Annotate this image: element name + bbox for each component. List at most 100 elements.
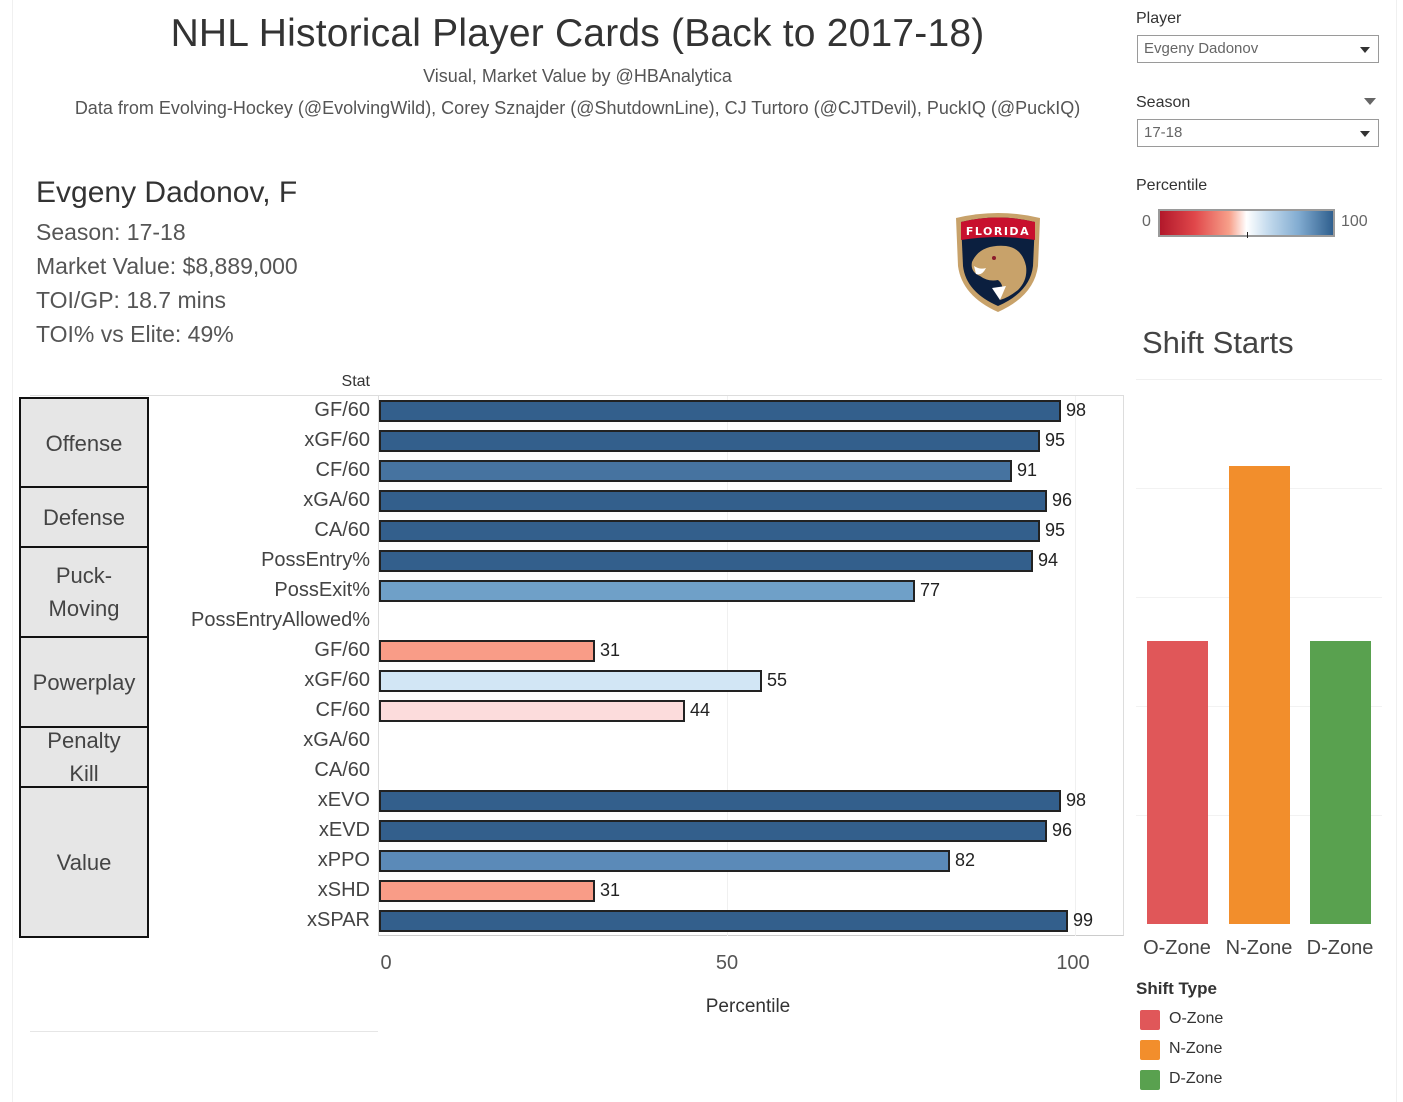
stat-label: xGA/60 <box>303 489 370 511</box>
player-name: Evgeny Dadonov, F <box>36 176 298 209</box>
category-label: Defense <box>43 504 125 530</box>
percentile-legend-min: 0 <box>1142 213 1151 230</box>
percentile-plot-area <box>378 395 1124 936</box>
shift-starts-plot-area <box>1136 379 1382 926</box>
legend-swatch <box>1140 1070 1160 1090</box>
stat-label: xGA/60 <box>303 729 370 751</box>
stat-bar[interactable] <box>379 880 595 902</box>
stat-bar[interactable] <box>379 520 1040 542</box>
stat-value-label: 98 <box>1066 400 1087 420</box>
gridline-100 <box>1075 396 1076 936</box>
category-label: Penalty Kill <box>47 728 121 786</box>
stat-label: xEVO <box>317 789 370 811</box>
category-label: Powerplay <box>32 669 136 695</box>
stat-label: xEVD <box>318 819 370 841</box>
player-market-value: Market Value: $8,889,000 <box>36 253 298 279</box>
player-select-value: Evgeny Dadonov <box>1144 40 1259 57</box>
stat-value-label: 82 <box>955 850 976 870</box>
stat-value-label: 91 <box>1017 460 1038 480</box>
category-box: Penalty Kill <box>19 726 149 788</box>
category-label: Value <box>56 849 112 875</box>
logo-text: FLORIDA <box>966 225 1030 238</box>
stat-label: CA/60 <box>314 759 370 781</box>
legend-swatch <box>1140 1010 1160 1030</box>
x-tick-100: 100 <box>1056 952 1090 974</box>
stat-label: GF/60 <box>314 639 370 661</box>
bottom-divider <box>30 1031 378 1032</box>
stat-bar[interactable] <box>379 700 685 722</box>
player-select[interactable]: Evgeny Dadonov <box>1137 35 1379 63</box>
stat-label: CF/60 <box>315 459 370 481</box>
stat-label: xPPO <box>317 849 370 871</box>
dashboard-subtitle: Visual, Market Value by @HBAnalytica <box>423 66 732 86</box>
stat-value-label: 44 <box>690 700 711 720</box>
filter-menu-icon[interactable] <box>1364 98 1376 105</box>
frame-right-border <box>1396 0 1397 1102</box>
season-select[interactable]: 17-18 <box>1137 119 1379 147</box>
stat-value-label: 96 <box>1052 490 1073 510</box>
stat-bar[interactable] <box>379 820 1047 842</box>
shift-category-label: D-Zone <box>1306 937 1374 959</box>
category-box: Defense <box>19 486 149 548</box>
team-logo-florida-panthers: FLORIDA <box>956 213 1040 312</box>
category-box: Puck- Moving <box>19 546 149 638</box>
chevron-down-icon <box>1360 131 1370 137</box>
shift-bar-n-zone[interactable] <box>1229 466 1290 924</box>
shift-category-label: O-Zone <box>1143 937 1211 959</box>
percentile-legend-max: 100 <box>1341 213 1368 230</box>
stat-label: xGF/60 <box>304 429 370 451</box>
player-filter-label: Player <box>1136 10 1182 27</box>
shift-starts-title: Shift Starts <box>1142 325 1294 360</box>
stat-bar[interactable] <box>379 460 1012 482</box>
data-credits: Data from Evolving-Hockey (@EvolvingWild… <box>74 98 1081 118</box>
stat-label: CF/60 <box>315 699 370 721</box>
x-axis-title: Percentile <box>705 996 791 1017</box>
season-select-value: 17-18 <box>1144 124 1183 141</box>
stat-bar[interactable] <box>379 550 1033 572</box>
header-divider <box>30 395 1124 396</box>
legend-label: O-Zone <box>1169 1010 1224 1027</box>
stat-value-label: 95 <box>1045 520 1066 540</box>
stat-value-label: 31 <box>600 640 621 660</box>
gridline-50 <box>727 396 728 936</box>
stat-label: PossExit% <box>274 579 370 601</box>
percentile-midpoint-tick <box>1247 232 1248 238</box>
legend-swatch <box>1140 1040 1160 1060</box>
stat-bar[interactable] <box>379 400 1061 422</box>
stat-value-label: 55 <box>767 670 788 690</box>
category-label: Offense <box>45 430 123 456</box>
stat-bar[interactable] <box>379 490 1047 512</box>
category-label: Puck- Moving <box>48 563 120 621</box>
stat-label: PossEntryAllowed% <box>191 609 370 631</box>
legend-label: N-Zone <box>1169 1040 1223 1057</box>
season-filter-label: Season <box>1136 94 1191 111</box>
dashboard-title: NHL Historical Player Cards (Back to 201… <box>170 12 985 55</box>
percentile-legend-label: Percentile <box>1136 177 1208 194</box>
stat-bar[interactable] <box>379 670 762 692</box>
stat-bar[interactable] <box>379 430 1040 452</box>
stat-bar[interactable] <box>379 580 915 602</box>
stat-bar[interactable] <box>379 850 950 872</box>
stat-label: xSHD <box>317 879 370 901</box>
stat-bar[interactable] <box>379 790 1061 812</box>
category-box: Value <box>19 786 149 938</box>
player-toi-gp: TOI/GP: 18.7 mins <box>36 287 227 313</box>
shift-bar-d-zone[interactable] <box>1310 641 1371 924</box>
x-tick-0: 0 <box>380 952 392 974</box>
stat-axis-header: Stat <box>341 373 370 390</box>
player-toi-elite: TOI% vs Elite: 49% <box>36 321 234 347</box>
stat-label: xGF/60 <box>304 669 370 691</box>
stat-value-label: 77 <box>920 580 941 600</box>
stat-bar[interactable] <box>379 910 1068 932</box>
category-box: Offense <box>19 397 149 489</box>
shift-bar-o-zone[interactable] <box>1147 641 1208 924</box>
percentile-color-ramp <box>1158 209 1335 237</box>
shift-category-label: N-Zone <box>1225 937 1293 959</box>
stat-label: xSPAR <box>307 909 370 931</box>
shift-type-legend-title: Shift Type <box>1136 979 1217 998</box>
stat-value-label: 98 <box>1066 790 1087 810</box>
stat-value-label: 31 <box>600 880 621 900</box>
chevron-down-icon <box>1360 47 1370 53</box>
stat-bar[interactable] <box>379 640 595 662</box>
frame-left-border <box>12 0 13 1102</box>
